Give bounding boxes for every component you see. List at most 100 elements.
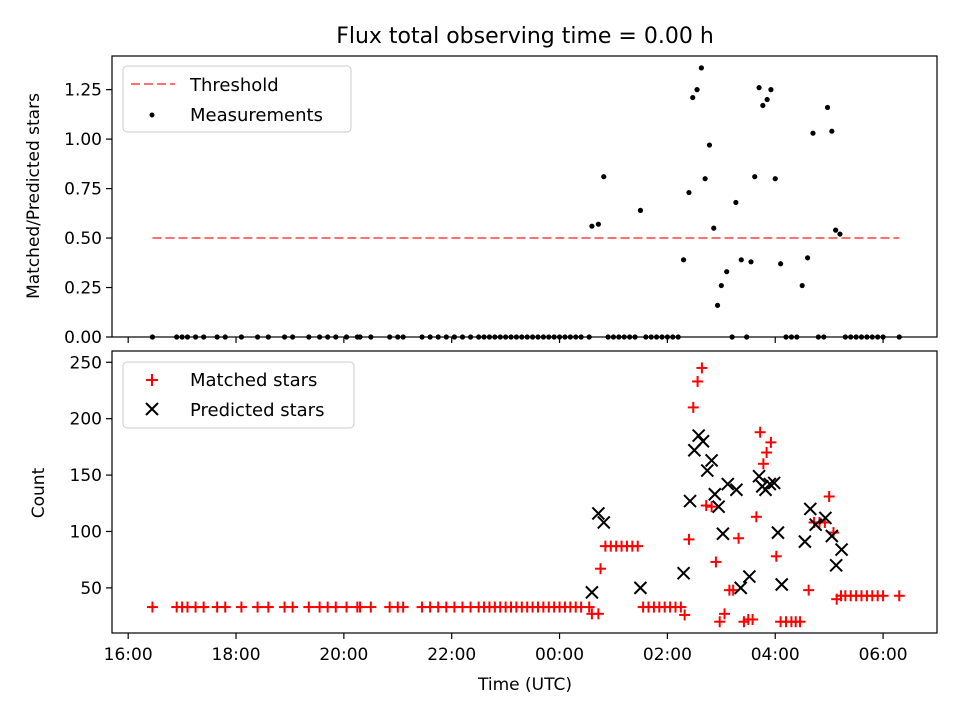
measurement-point [756,85,762,91]
measurement-point [686,189,692,196]
predicted-star-point [721,477,735,491]
predicted-star-point [716,527,730,541]
matched-star-point [706,501,718,513]
predicted-star-point [767,476,781,490]
predicted-star-point [676,566,691,580]
bottom-ytick-label: 150 [70,466,102,486]
matched-star-point [595,563,607,575]
bottom-y-axis-label: Count [29,467,49,518]
matched-star-point [583,601,595,613]
predicted-star-point [734,581,748,595]
matched-star-point [592,608,604,620]
predicted-star-point [696,434,710,448]
top-legend-box [122,65,352,133]
measurement-point [772,176,778,182]
measurement-point [711,225,717,231]
predicted-star-point [771,525,785,540]
predicted-star-point [834,542,849,557]
predicted-star-point [729,483,744,497]
bottom-legend: Matched stars Predicted stars [122,361,355,429]
matched-star-point [770,550,782,562]
measurement-point [724,269,730,275]
legend-threshold-label: Threshold [189,75,279,96]
predicted-star-point [829,558,843,573]
measurement-point [804,255,811,261]
matched-star-point [714,616,726,628]
xtick-label: 00:00 [535,645,584,665]
measurement-point [698,65,704,71]
measurement-point [829,128,835,134]
matched-star-point [330,601,342,613]
matched-star-point [747,613,759,625]
measurement-point [702,176,708,182]
matched-star-point [146,601,158,613]
measurement-point [589,223,595,229]
predicted-star-point [803,502,817,516]
measurement-point [799,282,805,289]
chart-title: Flux total observing time = 0.00 h [336,24,714,49]
matched-star-point [893,590,905,602]
predicted-star-point [585,585,599,600]
predicted-star-point [708,487,722,501]
matched-star-point [692,375,704,387]
measurement-point [748,259,754,265]
matched-star-point [632,540,644,552]
legend-matched-label: Matched stars [190,370,317,391]
matched-star-point [696,362,708,374]
matched-star-point [727,584,739,596]
matched-star-point [750,511,762,523]
top-panel: 0.00 0.25 0.50 0.75 1.00 1.25 Threshold Measu… [24,55,938,348]
legend-predicted-label: Predicted stars [190,400,324,421]
xtick-label: 22:00 [427,645,476,665]
measurement-point [752,174,758,180]
xtick-label: 04:00 [751,645,800,665]
predicted-star-point [742,569,757,584]
xtick-label: 02:00 [643,645,692,665]
measurement-point [595,221,601,227]
bottom-y-ticks: 50 100 150 200 250 [70,353,112,599]
bottom-ytick-label: 250 [70,353,102,373]
bottom-ytick-label: 50 [80,579,102,599]
matched-star-point [733,532,745,544]
matched-star-point [683,533,695,545]
measurement-point [637,207,644,213]
matched-star-point [252,601,264,613]
matched-star-point [365,601,377,613]
predicted-star-point [700,463,715,478]
legend-predicted-swatch [145,402,159,416]
matched-star-point [754,426,766,438]
measurement-point [718,282,724,289]
measurement-point [694,87,700,93]
matched-star-point [219,601,231,613]
measurement-point [768,87,774,93]
measurement-point [680,257,687,263]
matched-star-point [341,601,353,613]
matched-star-point [710,556,722,568]
matched-star-point [757,458,769,470]
top-ytick-label: 0.00 [64,328,102,348]
measurement-point [810,130,816,136]
measurement-point [690,94,696,101]
predicted-star-point [633,581,648,595]
xtick-label: 16:00 [104,645,153,665]
bottom-data [146,362,905,628]
matched-star-point [761,447,773,459]
matched-star-point [700,500,712,512]
bottom-panel: 50 100 150 200 250 16:00 18:00 20:00 22:00 00:00… [29,350,938,665]
matched-star-point [303,601,315,613]
matched-star-point [198,601,210,613]
top-ytick-label: 0.25 [64,279,102,299]
matched-star-point [765,436,777,448]
matched-star-point [262,601,274,613]
top-y-ticks: 0.00 0.25 0.50 0.75 1.00 1.25 [64,81,112,348]
matched-star-point [794,616,806,628]
top-legend: Threshold Measurements [122,65,352,133]
bottom-legend-box [122,361,355,429]
predicted-star-point [825,529,839,543]
measurement-point [778,261,784,267]
measurement-point [714,302,721,308]
xtick-label: 06:00 [859,645,908,665]
bottom-x-ticks: 16:00 18:00 20:00 22:00 00:00 02:00 04:00 06:00 [104,633,908,665]
predicted-star-point [711,499,726,514]
measurement-point [738,257,744,263]
